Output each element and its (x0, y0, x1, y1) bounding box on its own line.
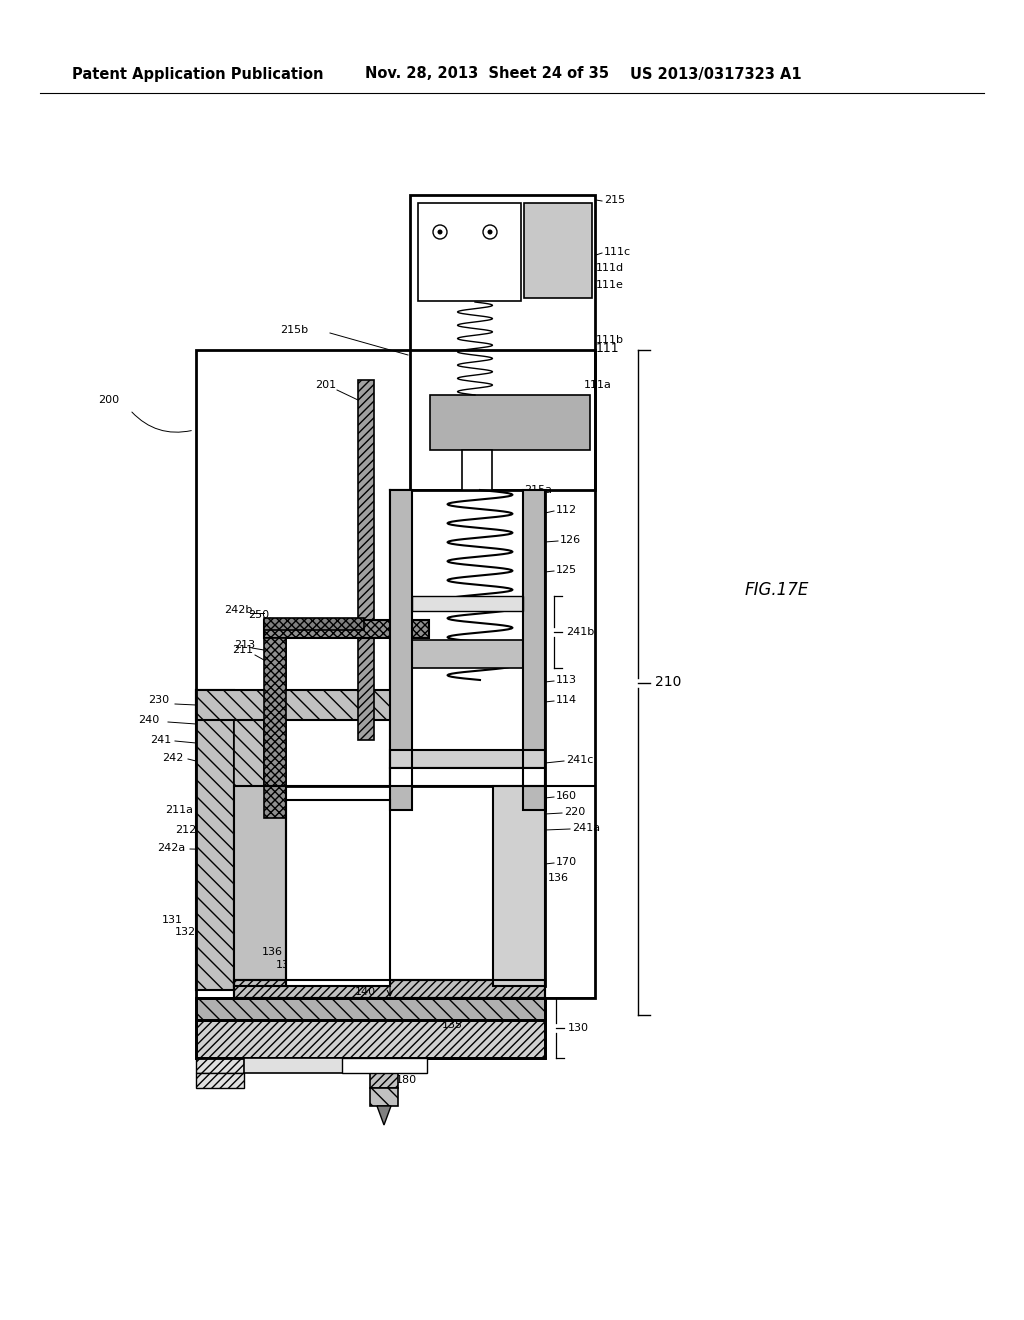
Bar (523, 490, 545, 810)
Bar (493, 785, 545, 986)
Bar (390, 490, 412, 810)
Bar (196, 1020, 545, 1059)
Text: 201: 201 (315, 380, 336, 389)
Bar (493, 785, 545, 986)
Text: 200: 200 (98, 395, 119, 405)
Bar (234, 785, 286, 986)
Bar (234, 785, 286, 986)
Text: 114: 114 (556, 696, 578, 705)
Bar (523, 490, 545, 810)
Text: 111e: 111e (596, 280, 624, 290)
Text: 220: 220 (564, 807, 586, 817)
Text: 240: 240 (138, 715, 160, 725)
Bar (370, 1088, 398, 1106)
Text: 111a: 111a (584, 380, 612, 389)
Bar (390, 490, 412, 810)
Text: 210: 210 (655, 675, 681, 689)
Text: 111d: 111d (596, 263, 624, 273)
Text: 111: 111 (596, 342, 620, 355)
Bar (418, 203, 521, 301)
Text: 241b: 241b (566, 627, 594, 638)
Text: 135: 135 (276, 960, 297, 970)
Bar (196, 350, 595, 998)
Text: Patent Application Publication: Patent Application Publication (72, 66, 324, 82)
Text: 140: 140 (355, 987, 376, 997)
Bar (234, 979, 545, 998)
Bar (524, 203, 592, 298)
Text: 135: 135 (442, 1020, 463, 1030)
Text: 230: 230 (148, 696, 169, 705)
Text: 250: 250 (248, 610, 269, 620)
Text: 180: 180 (396, 1074, 417, 1085)
Text: 211a: 211a (165, 805, 193, 814)
Bar (264, 618, 364, 630)
Text: 241: 241 (150, 735, 171, 744)
Polygon shape (377, 1106, 391, 1125)
Bar (234, 719, 264, 985)
Text: 170: 170 (556, 857, 578, 867)
Bar (390, 768, 545, 785)
Text: 136: 136 (548, 873, 569, 883)
Bar (462, 450, 492, 490)
Text: 112: 112 (556, 506, 578, 515)
Bar (358, 380, 374, 741)
Bar (342, 1059, 427, 1073)
Bar (196, 998, 545, 1020)
Text: 242: 242 (162, 752, 183, 763)
Bar (412, 597, 523, 611)
Bar (196, 1020, 545, 1059)
Text: 212: 212 (175, 825, 197, 836)
Bar (524, 203, 592, 298)
Text: 131: 131 (162, 915, 183, 925)
Bar (430, 395, 590, 450)
Text: 213: 213 (234, 640, 255, 649)
Circle shape (437, 230, 442, 235)
Bar (412, 640, 523, 668)
Text: 130: 130 (568, 1023, 589, 1034)
Bar (244, 1059, 396, 1073)
Text: 241a: 241a (572, 822, 600, 833)
Bar (196, 1073, 244, 1088)
Bar (234, 785, 545, 986)
Text: 113: 113 (556, 675, 577, 685)
Text: 136: 136 (262, 946, 283, 957)
Text: 125: 125 (556, 565, 578, 576)
Circle shape (487, 230, 493, 235)
Text: 215b: 215b (280, 325, 308, 335)
Bar (410, 195, 595, 490)
Bar (390, 750, 545, 768)
Bar (286, 800, 390, 986)
Text: 242a: 242a (157, 843, 185, 853)
Text: 211: 211 (232, 645, 253, 655)
Bar (390, 490, 545, 810)
Text: 132: 132 (175, 927, 197, 937)
Bar (370, 1059, 398, 1088)
Text: US 2013/0317323 A1: US 2013/0317323 A1 (630, 66, 802, 82)
Bar (430, 395, 590, 450)
Bar (264, 620, 429, 638)
Text: 215a: 215a (524, 484, 552, 495)
Bar (196, 998, 545, 1020)
Text: 241c: 241c (566, 755, 593, 766)
Text: FIG.17E: FIG.17E (745, 581, 809, 599)
Text: 111c: 111c (604, 247, 631, 257)
Bar (196, 690, 234, 990)
Text: 242b: 242b (224, 605, 252, 615)
Bar (234, 979, 545, 998)
Bar (196, 1059, 244, 1073)
Bar (196, 690, 426, 719)
Text: Nov. 28, 2013  Sheet 24 of 35: Nov. 28, 2013 Sheet 24 of 35 (365, 66, 609, 82)
Text: 215: 215 (604, 195, 625, 205)
Bar (412, 640, 523, 668)
Bar (264, 638, 286, 818)
Bar (493, 785, 545, 986)
Text: 131a: 131a (300, 973, 328, 983)
Text: 160: 160 (556, 791, 577, 801)
Text: 111b: 111b (596, 335, 624, 345)
Text: 126: 126 (560, 535, 582, 545)
